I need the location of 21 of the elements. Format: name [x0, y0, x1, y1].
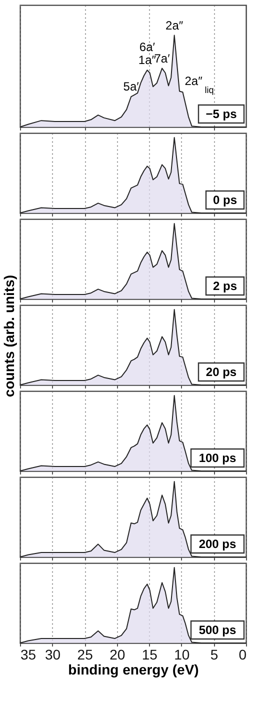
x-tick-label: 5 — [210, 646, 218, 662]
annotation: 500 ps — [198, 623, 237, 637]
annotation: 100 ps — [198, 451, 237, 465]
x-tick-label: 20 — [110, 646, 126, 662]
x-tick-label: 15 — [142, 646, 158, 662]
annotation: 5a′ — [123, 80, 140, 94]
annotation: 7a′ — [154, 51, 171, 66]
annotation: 2a″ — [166, 18, 184, 32]
x-tick-label: 0 — [238, 646, 247, 662]
x-tick-label: 25 — [77, 646, 94, 662]
y-axis-title: counts (arb. units) — [1, 274, 17, 398]
annotation: 20 ps — [206, 365, 237, 379]
x-axis-title: binding energy (eV) — [68, 662, 199, 678]
x-tick-label: 35 — [20, 646, 36, 662]
annotation: −5 ps — [206, 107, 238, 121]
annotation: 2 ps — [212, 279, 238, 293]
x-tick-label: 30 — [44, 646, 61, 662]
annotation: 0 ps — [212, 193, 238, 207]
annotation: 200 ps — [198, 537, 237, 551]
x-tick-label: 10 — [174, 646, 190, 662]
annotation: 2a″liq — [184, 74, 214, 96]
